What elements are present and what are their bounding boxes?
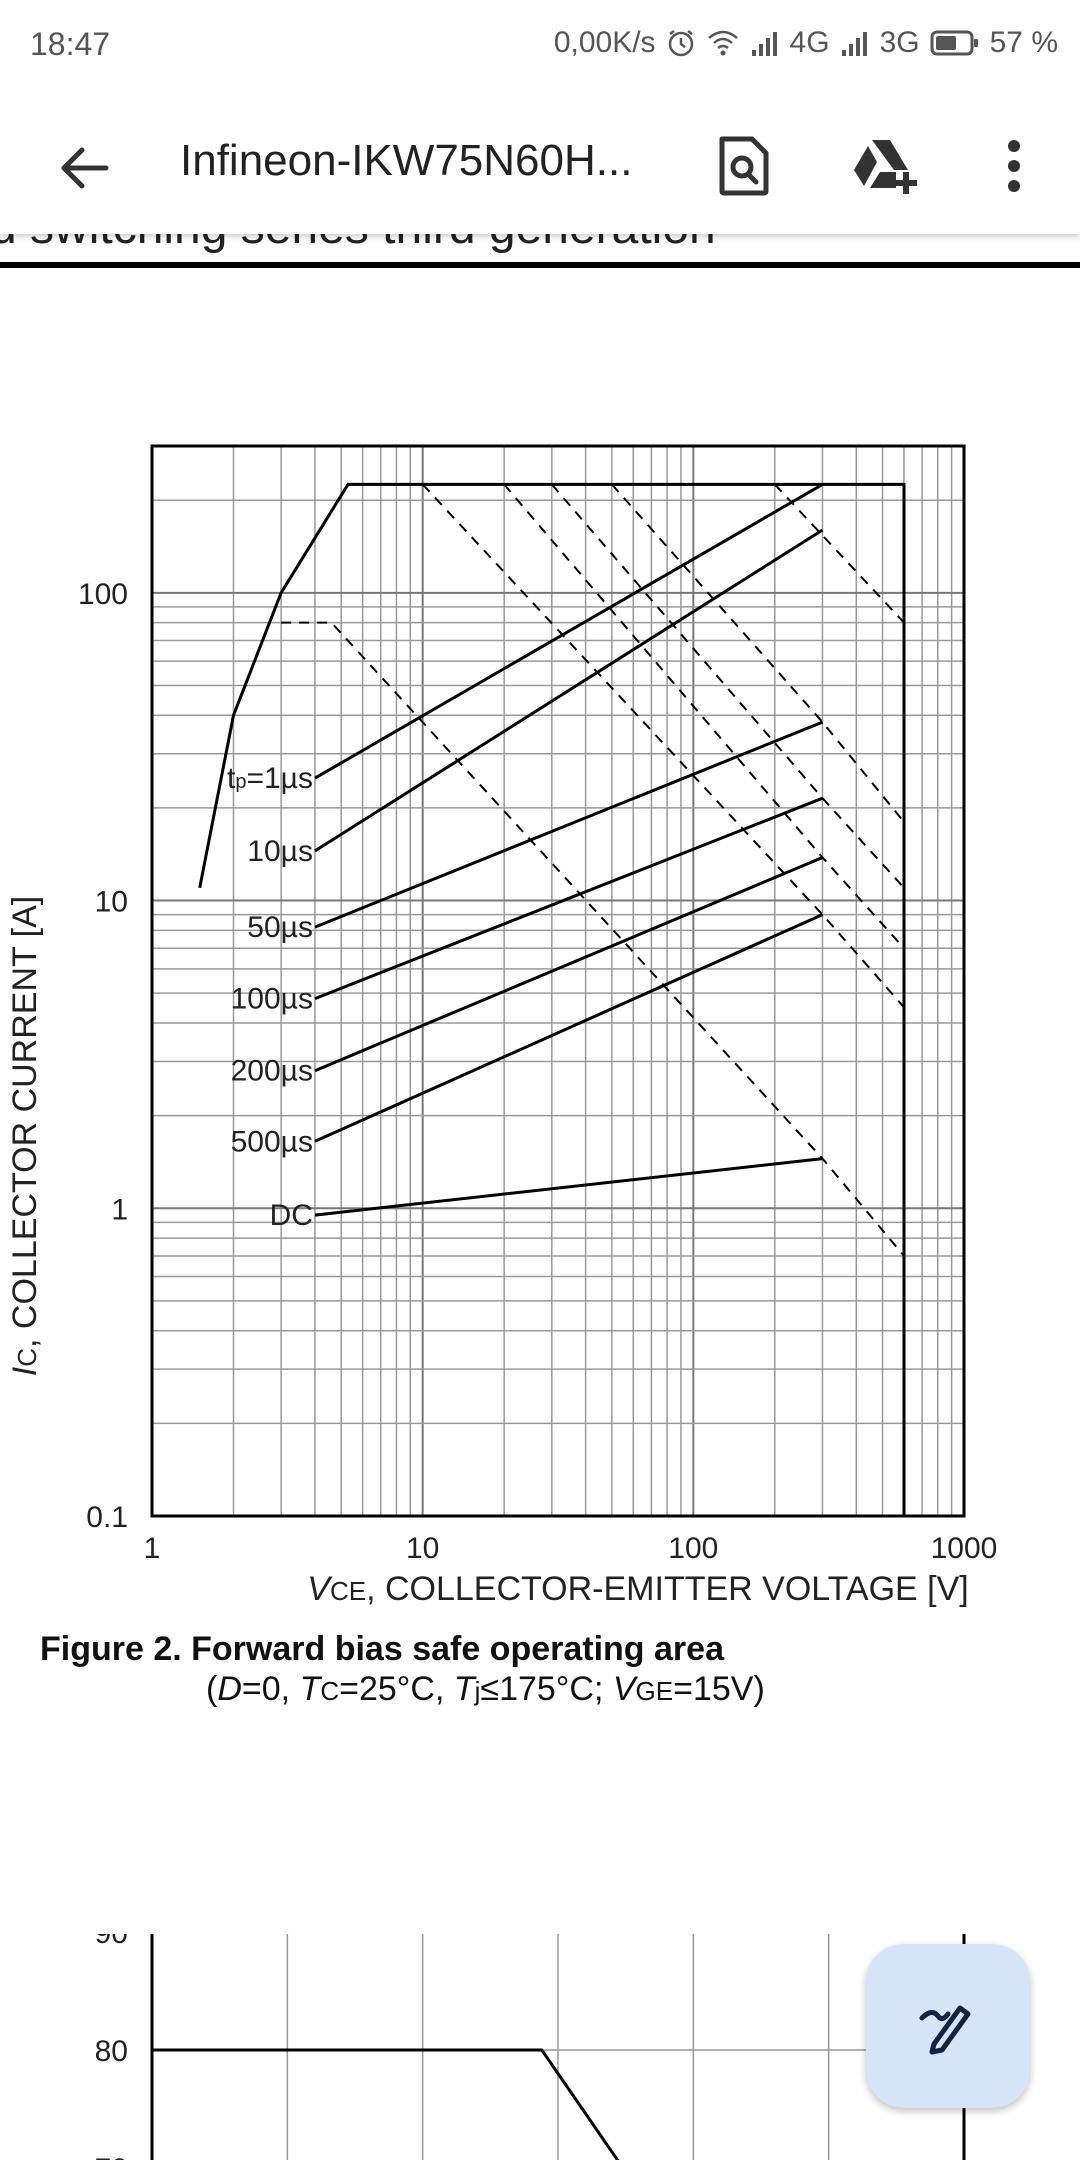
chart-ticks: 1 10 100 1000 0.1 1 10 100 [78, 578, 997, 1565]
x-tick-label: 1 [144, 1532, 161, 1565]
dashed-limit-line [281, 621, 905, 1257]
status-time: 18:47 [30, 26, 111, 62]
series-line [314, 720, 824, 929]
chart-series [198, 482, 906, 1516]
document-viewer[interactable]: d switching series third generation tp=1… [0, 234, 1080, 2160]
back-arrow-icon [61, 147, 109, 189]
series-label: tp=1µs [227, 762, 313, 795]
x-tick-label: 10 [406, 1532, 439, 1565]
signal-icon-2 [840, 28, 870, 58]
series-label: 10µs [247, 835, 313, 868]
chart-grid [150, 444, 966, 1518]
partial-chart-curve [152, 2048, 620, 2160]
dashed-limit-line [611, 483, 905, 823]
series-label: 100µs [231, 983, 313, 1016]
battery-level: 57 % [989, 26, 1058, 59]
annotate-fab[interactable] [866, 1944, 1030, 2108]
soa-boundary [198, 482, 906, 1516]
chart-dashed-limits [281, 483, 905, 1257]
plot-frame [150, 444, 966, 1518]
series-line [314, 528, 824, 853]
app-bar: Infineon-IKW75N60H... [0, 92, 1080, 234]
partial-chart-2: 90 80 70 [95, 1934, 966, 2160]
header-rule [0, 262, 1080, 268]
y-tick-label: 0.1 [86, 1501, 128, 1534]
y-tick-label: 1 [111, 1193, 128, 1226]
y-tick-label: 90 [95, 1934, 128, 1950]
series-line [314, 913, 824, 1143]
edit-pen-icon [919, 2005, 971, 2055]
dashed-limit-line [774, 483, 905, 624]
dashed-limit-line [421, 483, 905, 1008]
wifi-icon [706, 28, 740, 58]
series-label: 200µs [231, 1055, 313, 1088]
series-label: 50µs [247, 911, 313, 944]
network-type-1: 4G [789, 26, 830, 59]
partial-chart-ticks: 90 80 70 [95, 1934, 128, 2160]
figure-caption: Figure 2. Forward bias safe operating ar… [40, 1630, 725, 1668]
add-to-drive-button[interactable] [845, 126, 925, 206]
series-line [314, 796, 824, 1000]
battery-icon [930, 29, 980, 57]
chart-labels: tp=1µs 10µs 50µs 100µs 200µs 500µs DC [227, 762, 313, 1232]
y-axis-label: IC, COLLECTOR CURRENT [A] [6, 896, 44, 1376]
series-line [314, 1157, 823, 1217]
y-tick-label: 80 [95, 2035, 128, 2068]
series-line [314, 856, 824, 1073]
figure-conditions: (D=0, TC=25°C, Tj≤175°C; VGE=15V) [206, 1670, 765, 1708]
x-axis-label: VCE, COLLECTOR-EMITTER VOLTAGE [V] [307, 1570, 968, 1608]
signal-icon-1 [750, 28, 780, 58]
x-tick-label: 100 [668, 1532, 718, 1565]
y-tick-label: 100 [78, 578, 128, 611]
series-line [314, 483, 824, 780]
more-vert-icon [1008, 140, 1020, 192]
alarm-icon [666, 28, 696, 58]
more-options-button[interactable] [974, 126, 1054, 206]
series-label: 500µs [231, 1125, 313, 1158]
status-bar: 18:47 0,00K/s 4G 3G 57 % [0, 0, 1080, 92]
cut-off-heading: d switching series third generation [0, 234, 716, 255]
document-title: Infineon-IKW75N60H... [180, 136, 633, 185]
back-button[interactable] [44, 128, 124, 208]
y-tick-label: 10 [95, 886, 128, 919]
y-tick-label: 70 [95, 2153, 128, 2160]
status-icons: 0,00K/s 4G 3G 57 % [554, 26, 1058, 60]
network-type-2: 3G [879, 26, 920, 59]
add-to-drive-icon [854, 140, 917, 194]
x-tick-label: 1000 [931, 1532, 998, 1565]
find-in-document-button[interactable] [704, 126, 784, 206]
find-in-doc-icon [719, 136, 769, 196]
net-speed: 0,00K/s [553, 26, 656, 59]
partial-chart-grid [150, 1934, 966, 2160]
series-label: DC [270, 1199, 313, 1232]
